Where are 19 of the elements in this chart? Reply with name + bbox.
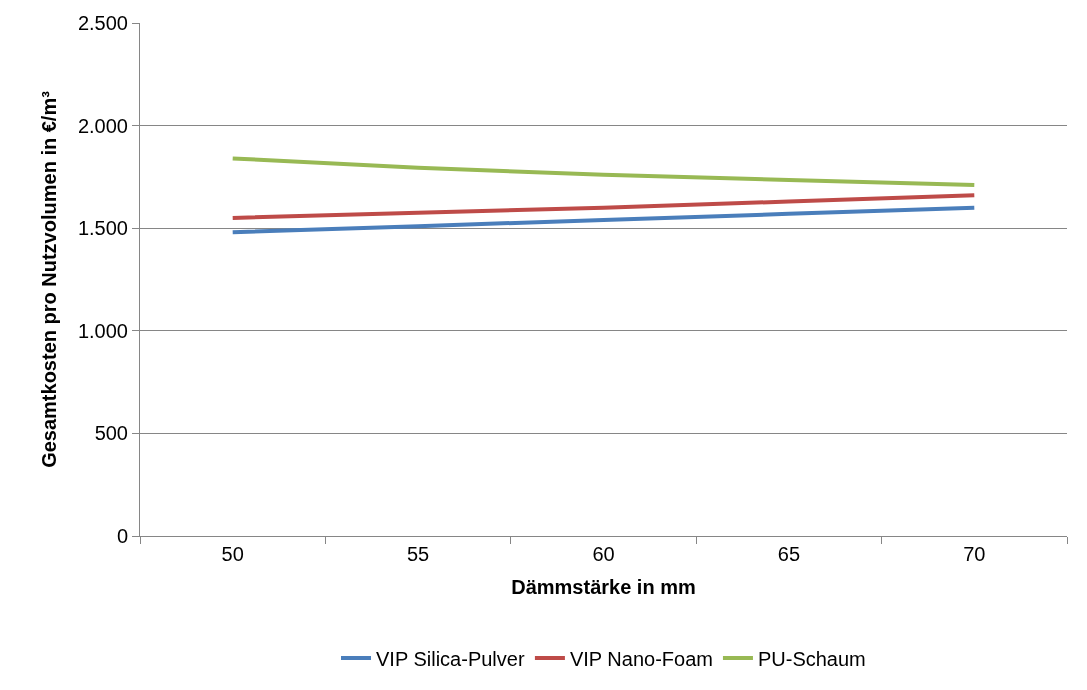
x-tick-label: 70	[963, 543, 986, 565]
x-axis-title: Dämmstärke in mm	[511, 575, 696, 598]
x-tick-label: 50	[221, 543, 244, 565]
y-tick-label: 1.500	[77, 217, 128, 240]
y-tick-label: 0	[116, 525, 128, 547]
line-series	[230, 193, 977, 220]
y-tick-label: 2.500	[77, 12, 128, 34]
y-tick-label: 500	[94, 422, 128, 445]
y-tick-label: 1.000	[77, 319, 128, 342]
legend-label: VIP Nano-Foam	[569, 647, 713, 670]
line-series	[230, 205, 977, 235]
legend-label: VIP Silica-Pulver	[376, 647, 525, 670]
y-tick-label: 2.000	[77, 114, 128, 137]
x-tick-label: 60	[592, 543, 615, 565]
x-tick-label: 65	[777, 543, 801, 565]
x-tick-label: 55	[406, 543, 430, 565]
line-series	[230, 156, 977, 188]
y-axis-title: Gesamtkosten pro Nutzvolumen in €/m³	[38, 90, 61, 468]
legend-label: PU-Schaum	[757, 647, 866, 670]
